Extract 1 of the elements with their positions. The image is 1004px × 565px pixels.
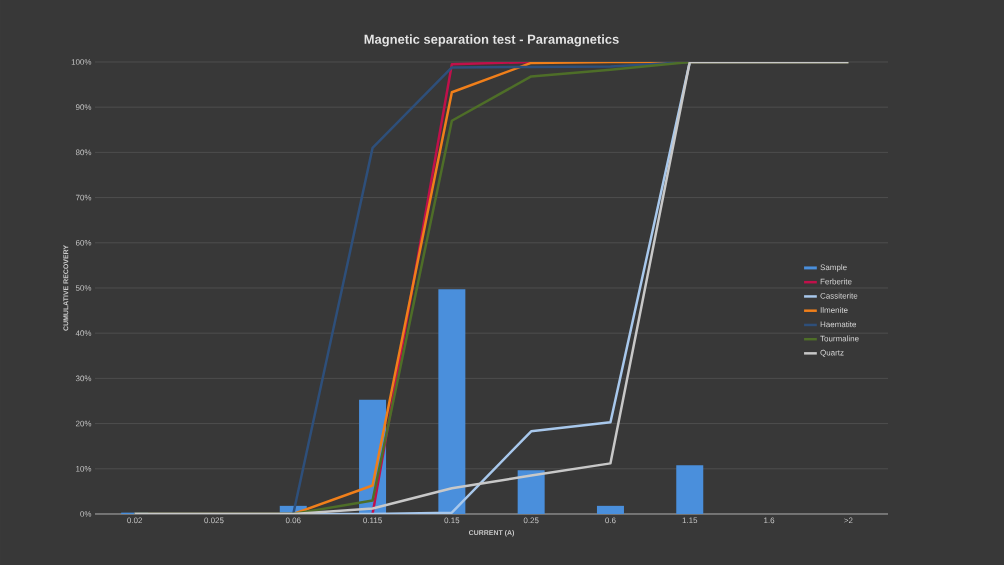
chart-title: Magnetic separation test - Paramagnetics: [364, 34, 619, 47]
